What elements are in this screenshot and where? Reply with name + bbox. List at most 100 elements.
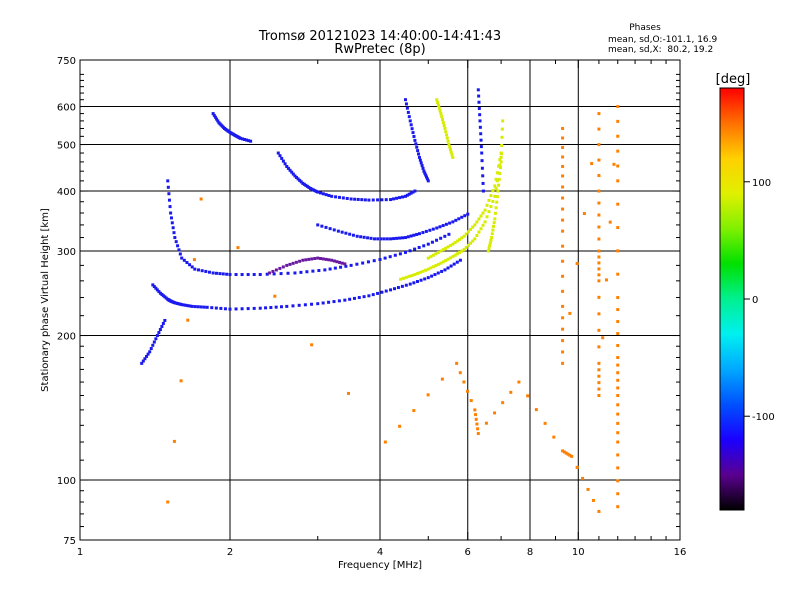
data-point (561, 361, 565, 365)
data-point (413, 273, 417, 277)
data-point (178, 252, 182, 256)
data-point (323, 268, 327, 272)
data-point (491, 228, 495, 232)
data-point (290, 170, 294, 174)
data-point (497, 183, 501, 187)
data-point (473, 408, 477, 412)
data-point (211, 271, 215, 275)
data-point (332, 228, 336, 232)
data-point (601, 336, 605, 340)
data-point (561, 196, 565, 200)
data-point (355, 234, 359, 238)
data-point (487, 198, 491, 202)
data-point (371, 198, 375, 202)
data-point (500, 127, 504, 131)
data-point (345, 196, 349, 200)
data-point (238, 136, 242, 140)
data-point (382, 237, 386, 241)
phase-box-title: Phases (629, 23, 661, 33)
data-point (168, 205, 172, 209)
data-point (337, 195, 341, 199)
data-point (442, 124, 446, 128)
data-point (464, 245, 468, 249)
data-point (493, 211, 497, 215)
data-point (316, 302, 320, 306)
data-point (489, 238, 493, 242)
data-point (392, 287, 396, 291)
data-point (543, 421, 547, 425)
data-point (273, 294, 277, 298)
chart-subtitle: RwPretec (8p) (334, 42, 425, 57)
data-point (361, 261, 365, 265)
data-point (355, 262, 359, 266)
data-point (392, 237, 396, 241)
data-point (193, 305, 197, 309)
data-point (477, 100, 481, 104)
data-point (293, 174, 297, 178)
data-point (330, 194, 334, 198)
data-point (291, 172, 295, 176)
y-tick-label: 300 (57, 247, 76, 258)
data-point (313, 257, 317, 261)
data-point (182, 303, 186, 307)
data-point (494, 206, 498, 210)
data-point (157, 331, 161, 335)
data-point (404, 275, 408, 279)
data-point (616, 149, 620, 153)
data-point (446, 266, 450, 270)
data-point (414, 142, 418, 146)
data-point (616, 386, 620, 390)
data-point (455, 361, 459, 365)
data-point (279, 272, 283, 276)
data-point (296, 177, 300, 181)
data-point (597, 189, 601, 193)
data-point (166, 185, 170, 189)
data-point (412, 409, 416, 413)
data-point (477, 106, 481, 110)
data-point (265, 272, 269, 276)
data-point (199, 197, 203, 201)
data-point (204, 269, 208, 273)
data-point (160, 324, 164, 328)
data-point (190, 304, 194, 308)
data-point (184, 303, 188, 307)
data-point (279, 305, 283, 309)
data-point (404, 102, 408, 106)
data-points (140, 88, 620, 513)
data-point (440, 377, 444, 381)
data-point (591, 498, 595, 502)
data-point (406, 235, 410, 239)
data-point (498, 158, 502, 162)
data-point (408, 249, 412, 253)
data-point (357, 296, 361, 300)
data-point (310, 343, 314, 347)
data-point (448, 148, 452, 152)
data-point (328, 227, 332, 231)
phase-box-x-stats: mean, sd,X: 80.2, 19.2 (608, 45, 713, 55)
data-point (278, 154, 282, 158)
data-point (218, 272, 222, 276)
data-point (561, 259, 565, 263)
data-point (305, 270, 309, 274)
data-point (304, 183, 308, 187)
colorbar-tick-label: -100 (752, 412, 775, 423)
colorbar (719, 87, 745, 511)
data-point (434, 264, 438, 268)
data-point (509, 390, 513, 394)
data-point (314, 189, 318, 193)
data-point (241, 137, 245, 141)
data-point (616, 394, 620, 398)
data-point (597, 267, 601, 271)
data-point (426, 267, 430, 271)
data-point (570, 454, 574, 458)
data-point (186, 318, 190, 322)
data-point (561, 136, 565, 140)
data-point (400, 284, 404, 288)
data-point (590, 162, 594, 166)
data-point (474, 417, 478, 421)
y-tick-label: 400 (57, 187, 76, 198)
data-point (433, 273, 437, 277)
data-point (471, 225, 475, 229)
data-point (158, 328, 162, 332)
data-point (476, 88, 480, 92)
